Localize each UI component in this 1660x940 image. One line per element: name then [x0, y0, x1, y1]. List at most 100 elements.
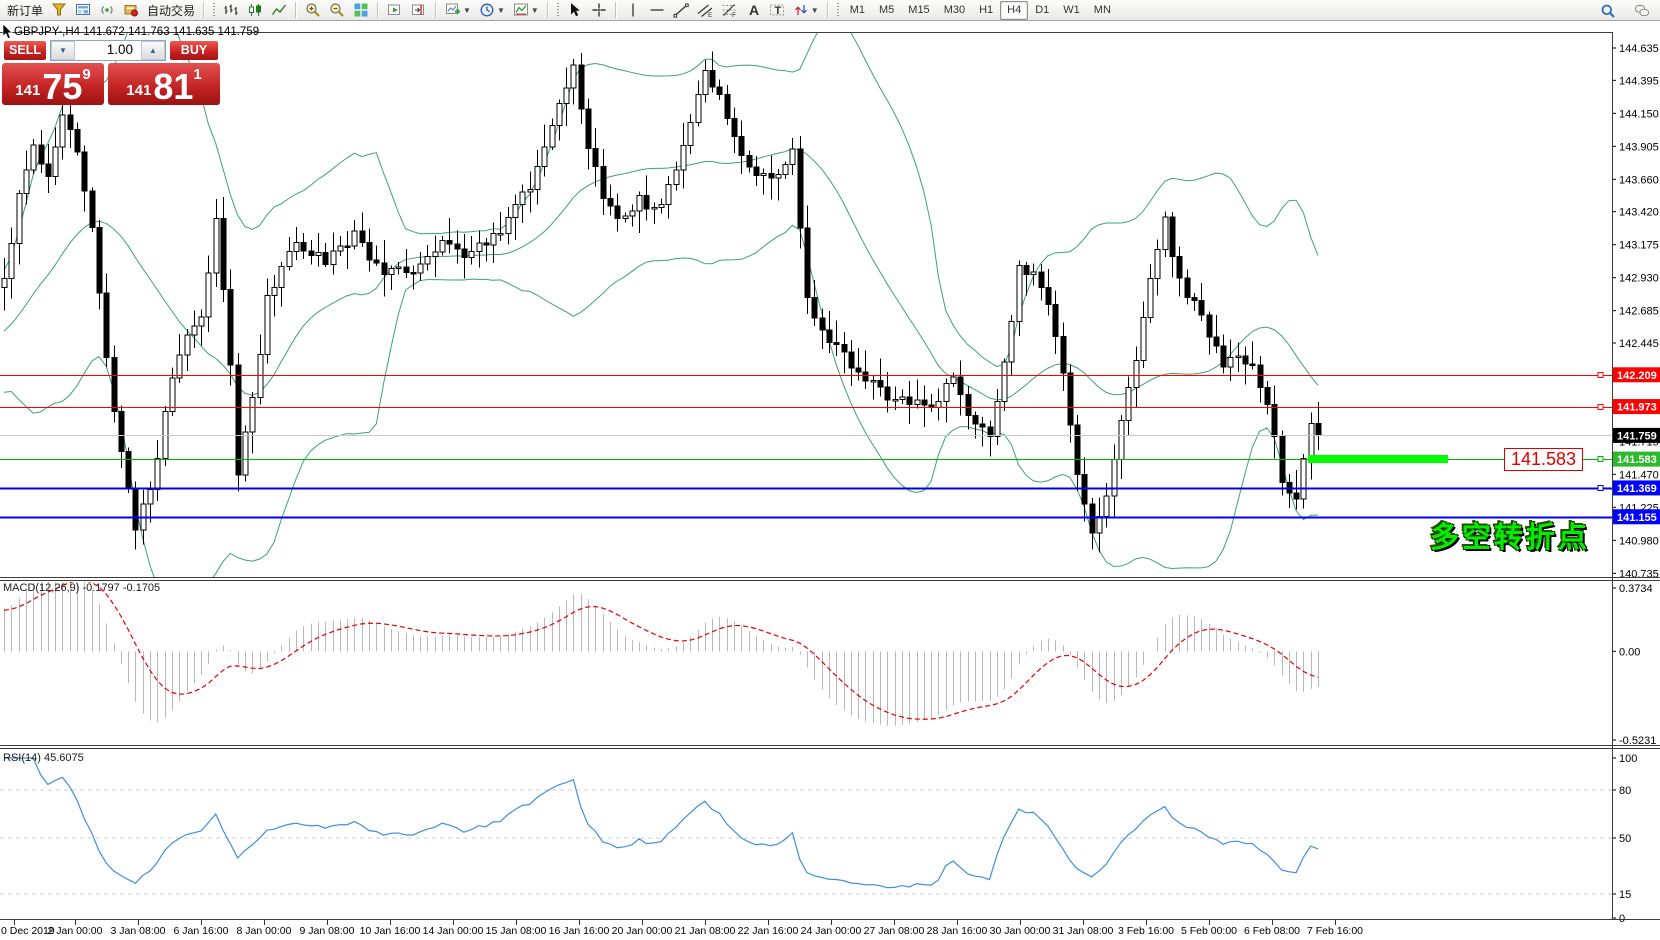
toolbar-grip[interactable] — [555, 2, 560, 18]
candle-body — [1191, 297, 1198, 302]
candle-body — [1060, 336, 1067, 374]
crosshair-button[interactable] — [587, 0, 611, 21]
charts-window-button[interactable] — [71, 0, 95, 21]
candle-body — [622, 215, 629, 219]
candle-body — [775, 174, 782, 179]
candle-body — [191, 325, 198, 336]
price-tick-label: 143.420 — [1619, 207, 1659, 219]
trendline-button[interactable] — [669, 0, 693, 21]
volume-increase-button[interactable]: ▲ — [141, 41, 165, 60]
candle-body — [81, 151, 88, 192]
channel-icon: E — [697, 4, 713, 18]
timeframe-m1-button[interactable]: M1 — [849, 3, 865, 16]
text-label-button[interactable]: T — [765, 0, 789, 21]
arrows-button[interactable]: ▼ — [789, 0, 823, 21]
zoom-out-button[interactable] — [325, 0, 349, 21]
new-order-button[interactable]: 新订单 — [3, 0, 47, 21]
search-button[interactable] — [1596, 0, 1620, 21]
timeframe-mn-button[interactable]: MN — [1093, 3, 1111, 16]
hline-endpoint-marker[interactable] — [1597, 372, 1604, 378]
bar-chart-button[interactable] — [219, 0, 243, 21]
candle-body — [132, 487, 139, 531]
buy-price-panel[interactable]: 141 81 1 — [108, 63, 220, 105]
volume-decrease-button[interactable]: ▼ — [51, 41, 75, 60]
signals-button[interactable] — [95, 0, 119, 21]
cursor-button[interactable] — [563, 0, 587, 21]
sell-button[interactable]: SELL — [4, 41, 46, 60]
funnel-icon — [51, 3, 67, 16]
timeframe-m30-button[interactable]: M30 — [943, 3, 966, 16]
dropdown-caret-icon[interactable]: ▼ — [530, 5, 539, 15]
candle-body — [1023, 265, 1030, 275]
candle-body — [1038, 271, 1045, 288]
price-annotation-box[interactable]: 141.583 — [1504, 448, 1583, 471]
autotrading-button[interactable]: 自动交易 — [143, 0, 199, 21]
candle-body — [1133, 359, 1140, 388]
line-chart-button[interactable] — [267, 0, 291, 21]
candle-body — [1030, 271, 1037, 275]
chart-shift-button[interactable] — [407, 0, 431, 21]
chart-title: GBPJPY-,H4 141.672 141.763 141.635 141.7… — [14, 26, 259, 38]
profiles-button[interactable]: ▼ — [475, 0, 509, 21]
candle-body — [1315, 422, 1322, 436]
toolbar-grip[interactable] — [835, 2, 840, 18]
volume-field[interactable]: 1.00 — [106, 42, 133, 57]
timeframe-m15-button[interactable]: M15 — [908, 3, 930, 16]
candle-body — [322, 252, 329, 265]
timeframe-w1-button[interactable]: W1 — [1063, 3, 1080, 16]
new-order-button-label: 新订单 — [7, 3, 44, 18]
indicators-button[interactable]: ▼ — [509, 0, 543, 21]
hline-endpoint-marker[interactable] — [1597, 404, 1604, 410]
sell-price-prefix: 141 — [15, 82, 41, 99]
candle-body — [950, 376, 957, 385]
equidistant-channel-button[interactable]: E — [693, 0, 717, 21]
candle-body — [366, 242, 373, 261]
candle-body — [38, 144, 45, 165]
market-button[interactable] — [119, 0, 143, 21]
candle-body — [592, 147, 599, 167]
price-tick-label: 140.980 — [1619, 535, 1659, 547]
zoom-in-button[interactable] — [301, 0, 325, 21]
dropdown-caret-icon[interactable]: ▼ — [496, 5, 505, 15]
hline-endpoint-marker[interactable] — [1597, 456, 1604, 462]
candlestick-chart-button[interactable] — [243, 0, 267, 21]
toolbar-grip[interactable] — [212, 2, 217, 18]
vertical-line-button[interactable] — [621, 0, 645, 21]
dropdown-caret-icon[interactable]: ▼ — [463, 5, 471, 15]
sell-price-panel[interactable]: 141 75 9 — [2, 63, 104, 105]
fibonacci-button[interactable]: F — [717, 0, 741, 21]
candle-body — [1001, 361, 1008, 403]
horizontal-line-button[interactable] — [645, 0, 669, 21]
text-button[interactable]: A — [741, 0, 765, 21]
timeframe-m5-button[interactable]: M5 — [879, 3, 895, 16]
toolbar-separator — [826, 2, 829, 18]
macd-tick-label: 0.3734 — [1619, 583, 1653, 595]
buy-button[interactable]: BUY — [170, 41, 218, 60]
price-axis-flag — [1613, 427, 1660, 443]
panel-borders — [0, 32, 1660, 920]
bollinger-upper-band — [3, 33, 1319, 368]
timeframe-h4-button[interactable]: H4 — [1000, 0, 1029, 20]
candle-body — [1264, 387, 1271, 406]
chat-button[interactable] — [1630, 0, 1654, 21]
auto-scroll-button[interactable] — [383, 0, 407, 21]
timeframe-h1-button[interactable]: H1 — [979, 3, 994, 16]
time-tick-label: 14 Jan 00:00 — [423, 925, 484, 937]
timeframe-group: M1 M5 M15 M30 H1 H4 D1 W1 MN — [843, 0, 1118, 21]
toolbar-group — [219, 0, 291, 21]
support-level-bar[interactable] — [1308, 455, 1448, 463]
candle-body — [1074, 424, 1081, 475]
styler-button[interactable] — [47, 0, 71, 21]
chart-symbol-period: GBPJPY-,H4 — [14, 26, 81, 38]
dropdown-caret-icon[interactable]: ▼ — [810, 5, 819, 15]
timeframe-d1-button[interactable]: D1 — [1035, 3, 1050, 16]
turning-point-annotation[interactable]: 多空转折点 — [1429, 522, 1590, 554]
tile-windows-button[interactable] — [349, 0, 373, 21]
candle-body — [169, 377, 176, 412]
candle-body — [636, 195, 643, 212]
candle-body — [731, 118, 738, 137]
hline-endpoint-marker[interactable] — [1597, 485, 1604, 491]
new-chart-button[interactable]: ▼ — [441, 0, 475, 21]
candle-body — [782, 164, 789, 176]
